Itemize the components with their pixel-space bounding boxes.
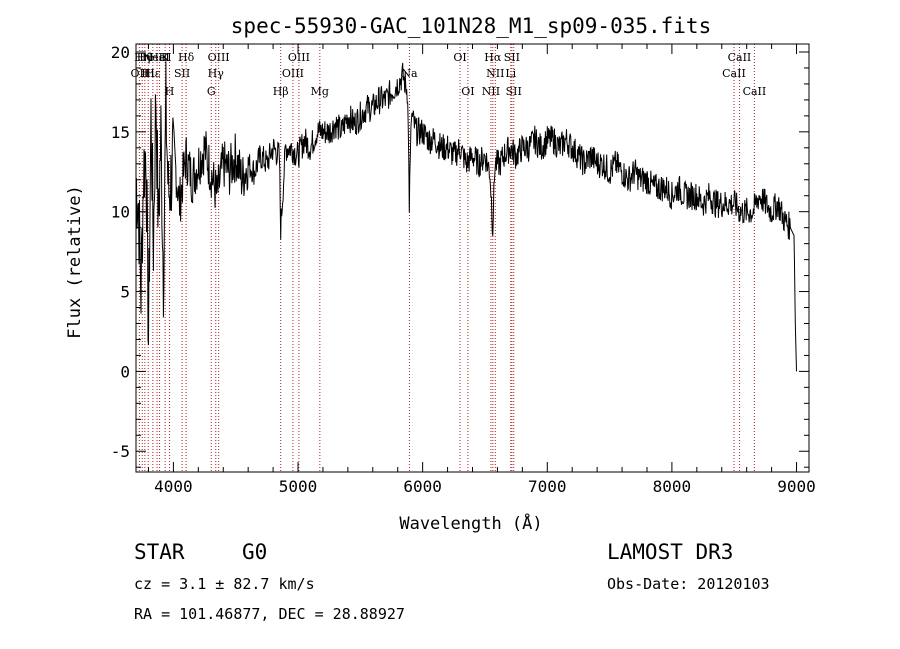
line-label-8: H <box>165 85 175 98</box>
x-tick-label-2: 6000 <box>403 477 442 496</box>
y-tick-label-3: 10 <box>111 203 130 222</box>
observation-date: Obs-Date: 20120103 <box>607 575 770 593</box>
x-axis-label: Wavelength (Å) <box>399 512 542 534</box>
line-label-19: OI <box>453 51 466 64</box>
line-label-3: Hι <box>141 67 155 80</box>
line-label-23: NII <box>486 67 504 80</box>
axis-ticks: 4000 5000 6000 7000 8000 9000 -5 0 5 10 15 20 <box>111 43 816 496</box>
line-label-10: Hδ <box>178 51 195 64</box>
line-label-13: OIII <box>208 51 230 64</box>
line-label-12: Hγ <box>208 67 225 80</box>
line-label-25: SII <box>504 51 520 64</box>
x-tick-label-5: 9000 <box>777 477 816 496</box>
object-subclass: G0 <box>242 540 268 564</box>
line-label-27: CaII <box>722 67 746 80</box>
line-label-2: Hθ <box>137 51 154 64</box>
line-label-21: NII <box>482 85 500 98</box>
y-axis-label: Flux (relative) <box>65 185 85 339</box>
line-label-5: NeIII <box>142 51 171 64</box>
y-tick-label-2: 5 <box>120 283 130 302</box>
sky-coordinates: RA = 101.46877, DEC = 28.88927 <box>134 605 405 623</box>
line-label-7: K <box>161 51 170 64</box>
line-label-6: HeI <box>149 51 169 64</box>
line-label-26: SII <box>506 85 522 98</box>
line-label-17: Mg <box>311 85 329 98</box>
y-tick-label-5: 20 <box>111 43 130 62</box>
line-label-24: Li <box>505 67 516 80</box>
spectral-line-markers <box>138 44 755 472</box>
line-label-14: Hβ <box>273 85 289 98</box>
line-label-1: Hη <box>134 51 150 64</box>
line-label-11: G <box>207 85 216 98</box>
flux-line <box>135 61 797 372</box>
line-label-0: OII <box>131 67 149 80</box>
line-label-20: OI <box>461 85 474 98</box>
line-label-15: OIII <box>282 67 304 80</box>
line-label-28: CaII <box>728 51 752 64</box>
y-tick-label-4: 15 <box>111 123 130 142</box>
x-tick-label-4: 8000 <box>653 477 692 496</box>
y-tick-label-0: -5 <box>111 442 130 461</box>
line-label-29: CaII <box>743 85 767 98</box>
survey-name: LAMOST DR3 <box>607 540 734 564</box>
chart-title: spec-55930-GAC_101N28_M1_sp09-035.fits <box>231 14 711 38</box>
x-tick-label-3: 7000 <box>528 477 567 496</box>
y-tick-label-1: 0 <box>120 362 130 381</box>
redshift-readout: cz = 3.1 ± 82.7 km/s <box>134 575 315 593</box>
line-label-9: SII <box>174 67 190 80</box>
line-label-4: Hε <box>145 67 161 80</box>
object-class: STAR <box>134 540 185 564</box>
x-tick-label-0: 4000 <box>154 477 193 496</box>
plot-frame <box>135 43 810 473</box>
flux-series <box>135 61 797 372</box>
line-label-16: OIII <box>288 51 310 64</box>
line-label-22: Hα <box>484 51 502 64</box>
x-tick-label-1: 5000 <box>279 477 318 496</box>
